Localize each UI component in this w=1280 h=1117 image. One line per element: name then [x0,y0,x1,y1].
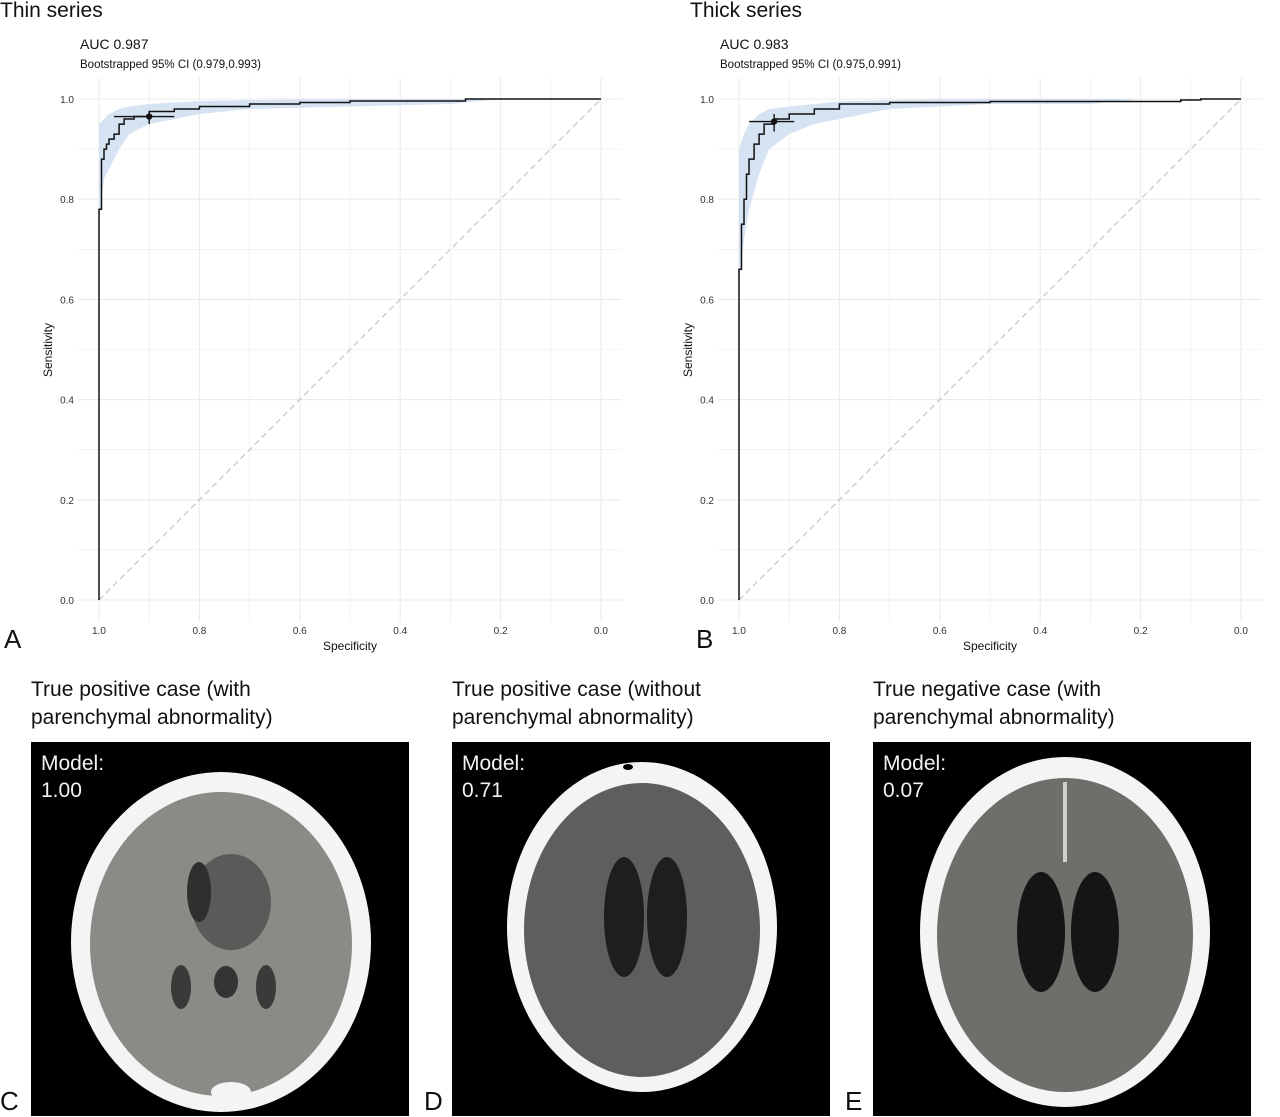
model-label-text: Model: [41,752,105,775]
scan-panel-e: True negative case (with parenchymal abn… [873,676,1253,1116]
ct-scan-image: Model: 0.07 [873,742,1251,1116]
ct-brain-image [507,762,777,1092]
x-tick-label: 0.8 [832,626,846,637]
x-tick-label: 0.6 [293,626,307,637]
x-tick-label: 0.2 [1134,626,1148,637]
y-tick-label: 0.2 [60,496,74,507]
ct-scan-image: Model: 1.00 [31,742,409,1116]
model-score-label: Model: 0.71 [462,750,525,804]
ci-annotation: Bootstrapped 95% CI (0.975,0.991) [720,59,901,71]
confidence-band [99,99,501,220]
chart-title: Thin series [0,0,103,22]
chart-title: Thick series [690,0,802,22]
scan-title: True positive case (with parenchymal abn… [31,678,273,729]
scan-title: True positive case (without parenchymal … [452,678,701,729]
x-tick-label: 0.8 [192,626,206,637]
model-score-value: 0.07 [883,779,924,802]
x-tick-label: 1.0 [732,626,746,637]
x-tick-label: 0.4 [393,626,407,637]
x-tick-label: 0.2 [494,626,508,637]
roc-panel-thin: 1.0 0.8 0.6 0.4 0.2 0.0 0.0 0.2 0.4 0.6 0.8 1.0 Thin… [0,0,640,660]
model-label-text: Model: [462,752,526,775]
y-tick-label: 1.0 [60,95,74,106]
y-tick-label: 0.8 [60,195,74,206]
ct-scan-image: Model: 0.71 [452,742,830,1116]
model-score-value: 0.71 [462,779,503,802]
confidence-band [739,99,1141,285]
roc-curve [98,98,601,600]
y-tick-label: 0.0 [60,596,74,607]
x-axis-label: Specificity [323,639,377,653]
operating-point [770,118,778,125]
panel-letter: A [4,624,22,654]
scan-title: True negative case (with parenchymal abn… [873,678,1115,729]
model-score-label: Model: 1.00 [41,750,104,804]
ci-annotation: Bootstrapped 95% CI (0.979,0.993) [80,59,261,71]
panel-letter-d: D [424,1086,443,1116]
x-tick-label: 0.0 [594,626,608,637]
operating-point [146,113,153,120]
y-axis-label: Sensitivity [41,323,55,377]
x-tick-label: 1.0 [92,626,106,637]
roc-panel-thick: 1.0 0.8 0.6 0.4 0.2 0.0 0.0 0.2 0.4 0.6 0.8 1.0 Thic… [640,0,1280,660]
y-tick-label: 0.2 [700,496,714,507]
model-score-label: Model: 0.07 [883,750,946,804]
y-tick-label: 0.6 [700,295,714,306]
auc-annotation: AUC 0.983 [720,36,789,52]
scan-panel-d: True positive case (without parenchymal … [452,676,832,1116]
y-tick-label: 0.6 [60,295,74,306]
model-label-text: Model: [883,752,947,775]
x-tick-label: 0.6 [933,626,947,637]
panel-letter: B [696,624,713,654]
y-tick-label: 0.4 [60,396,74,407]
ct-brain-image [71,772,371,1112]
y-tick-label: 1.0 [700,95,714,106]
x-tick-label: 0.4 [1033,626,1047,637]
ct-brain-image [920,757,1210,1107]
roc-chart-thin: 1.0 0.8 0.6 0.4 0.2 0.0 0.0 0.2 0.4 0.6 0.8 1.0 Thin… [0,0,622,654]
y-axis-label: Sensitivity [681,323,695,377]
y-tick-label: 0.0 [700,596,714,607]
reference-diagonal [98,98,602,601]
y-tick-label: 0.8 [700,195,714,206]
panel-letter-e: E [845,1086,863,1116]
x-axis-label: Specificity [963,639,1017,653]
reference-diagonal [738,98,1242,601]
y-tick-label: 0.4 [700,396,714,407]
model-score-value: 1.00 [41,779,82,802]
auc-annotation: AUC 0.987 [80,36,149,52]
panel-letter-c: C [0,1086,19,1116]
scan-panel-c: True positive case (with parenchymal abn… [31,676,411,1116]
x-tick-label: 0.0 [1234,626,1248,637]
roc-chart-thick: 1.0 0.8 0.6 0.4 0.2 0.0 0.0 0.2 0.4 0.6 0.8 1.0 Thic… [681,0,1262,654]
